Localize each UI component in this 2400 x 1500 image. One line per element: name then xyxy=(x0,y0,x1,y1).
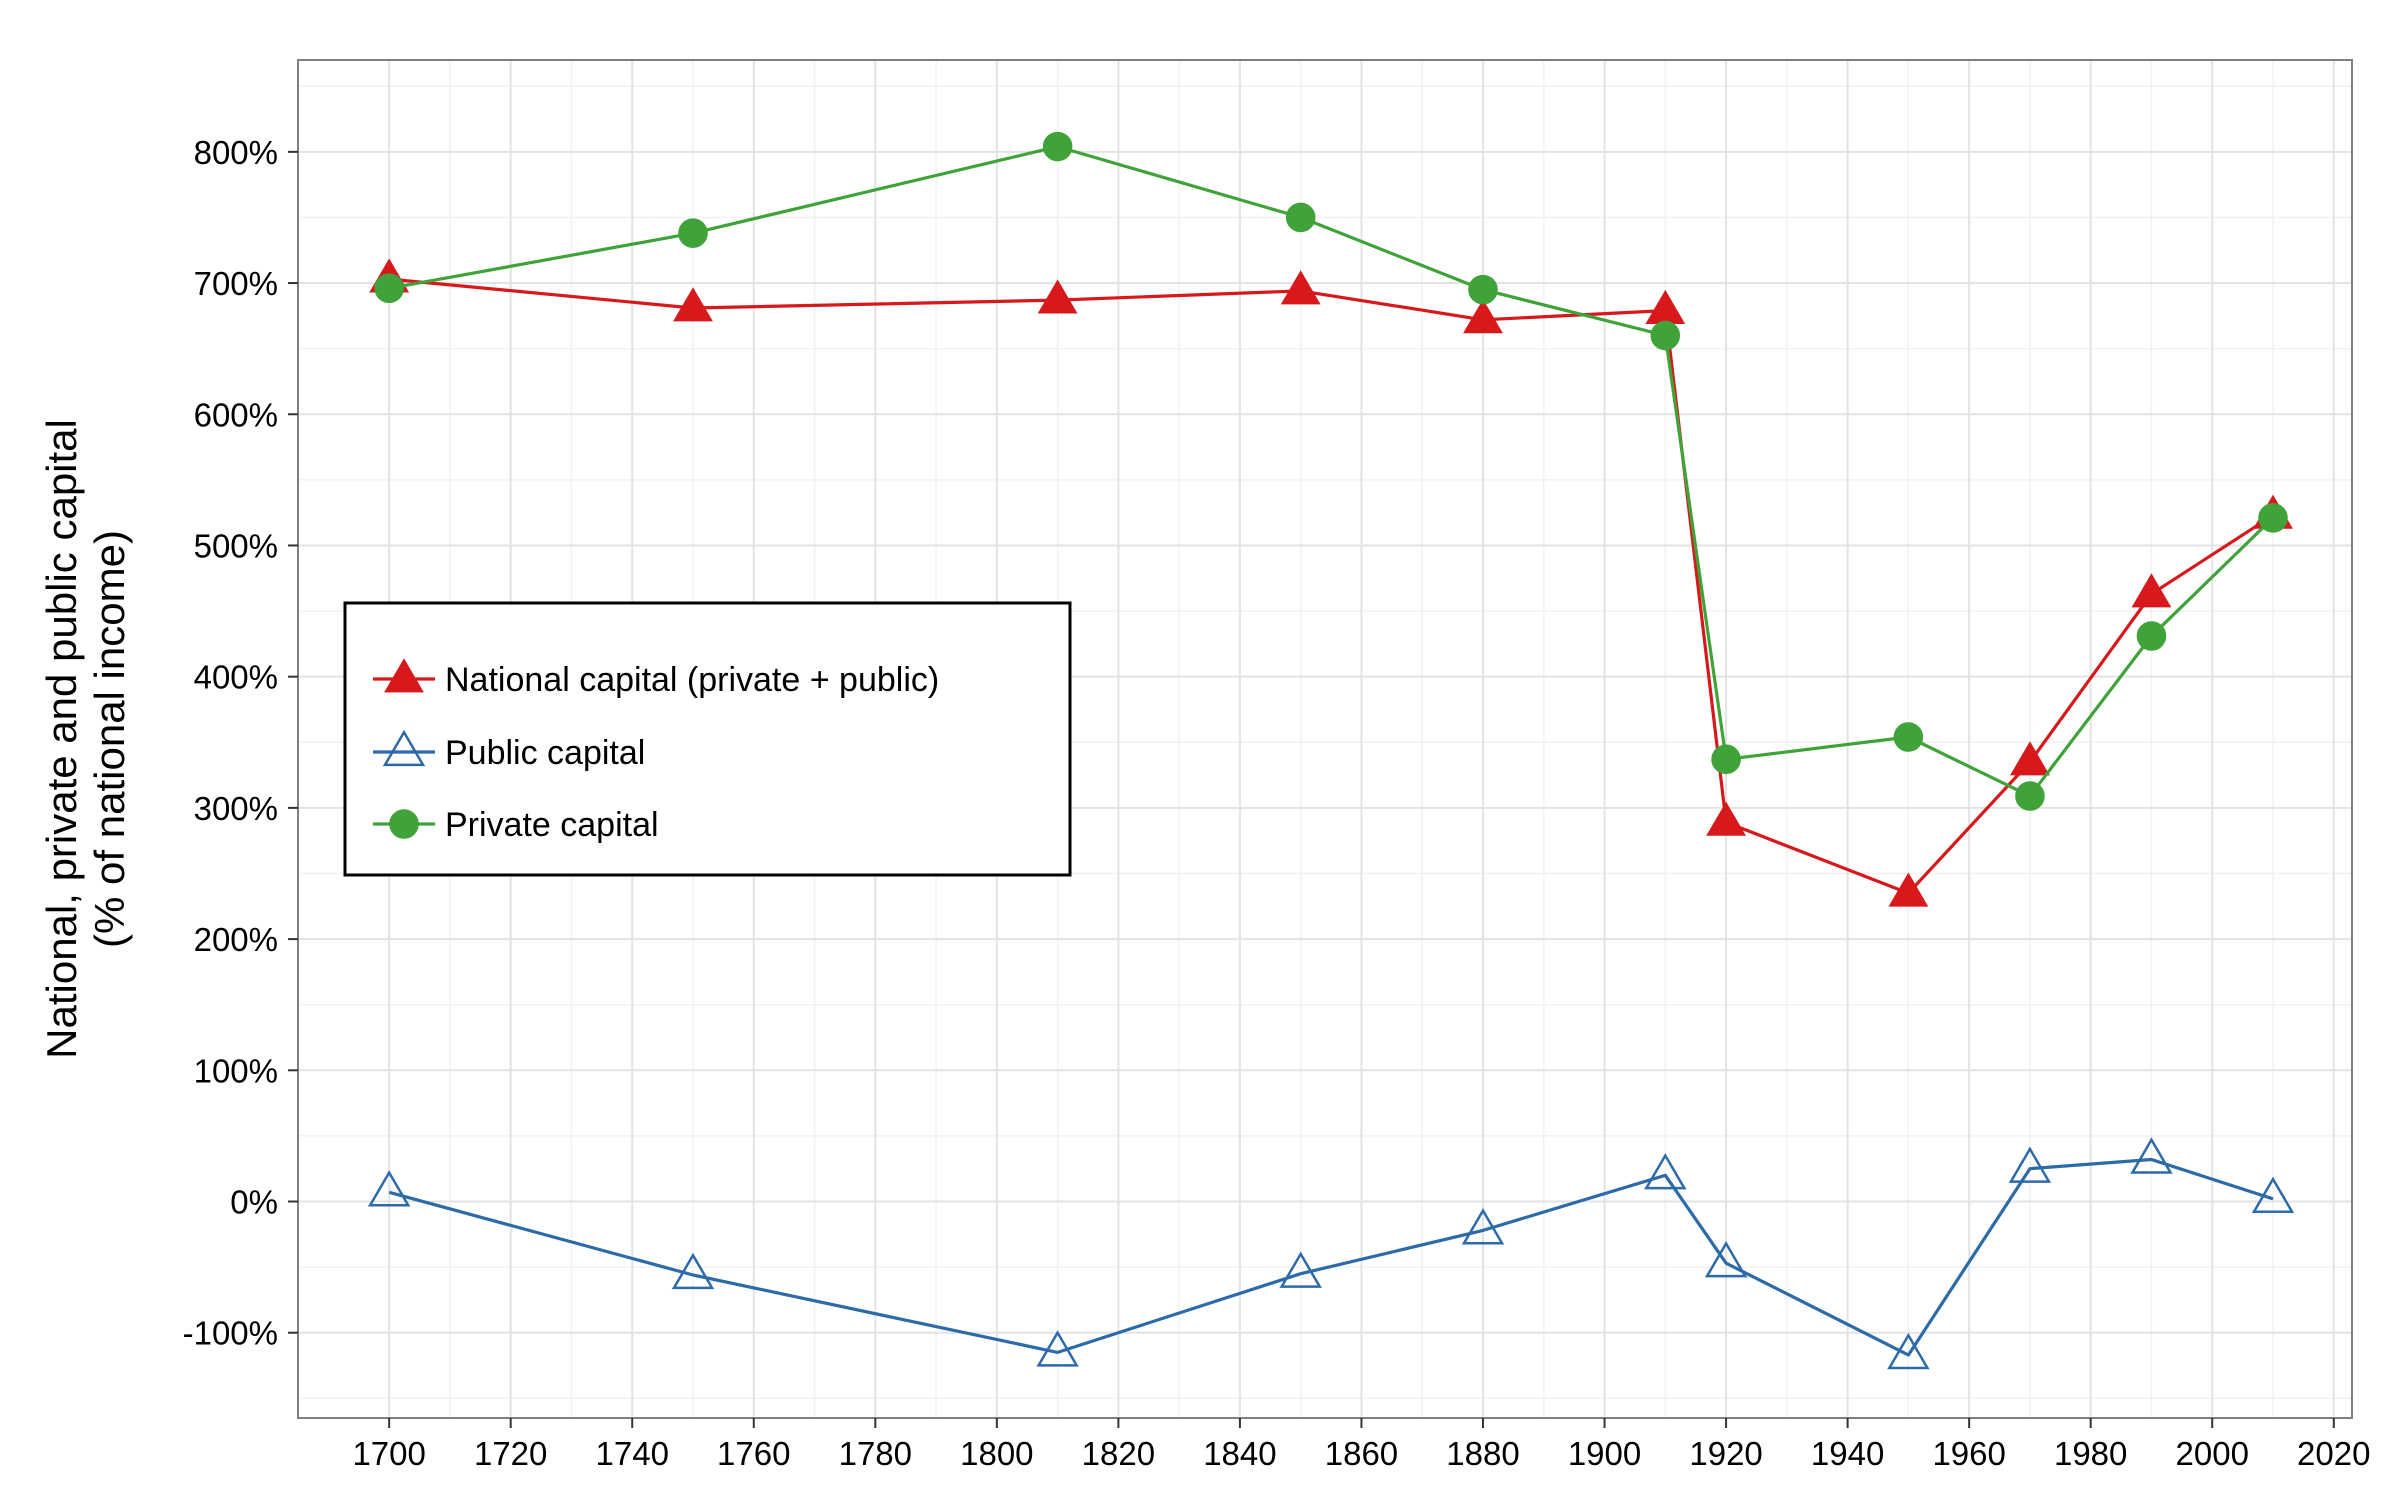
data-point-public xyxy=(2130,1137,2173,1174)
legend-label-private: Private capital xyxy=(445,806,659,844)
x-tick-label: 1920 xyxy=(1689,1435,1762,1472)
legend-box xyxy=(343,601,1072,877)
x-tick-label: 1820 xyxy=(1082,1435,1155,1472)
data-point-private xyxy=(374,273,404,304)
y-tick-label: 0% xyxy=(230,1184,278,1221)
data-point-public xyxy=(1036,1330,1079,1367)
legend: National capital (private + public) Publi… xyxy=(343,601,1072,877)
x-tick-label: 1980 xyxy=(2054,1435,2127,1472)
y-tick-label: 800% xyxy=(194,134,278,171)
x-tick-label: 1700 xyxy=(352,1435,425,1472)
legend-marker-national xyxy=(384,658,424,693)
y-tick-label: -100% xyxy=(183,1315,278,1352)
legend-label-national: National capital (private + public) xyxy=(445,661,939,699)
x-tick-label: 1960 xyxy=(1932,1435,2005,1472)
series-line-public xyxy=(388,1157,2274,1357)
series-public xyxy=(367,1137,2295,1370)
x-tick-label: 1740 xyxy=(596,1435,669,1472)
x-tick-label: 2000 xyxy=(2176,1435,2249,1472)
series-layer xyxy=(367,131,2295,1370)
x-tick-label: 1840 xyxy=(1203,1435,1276,1472)
x-axis-tick-labels: 1700 1720 1740 1760 1780 1800 1820 1840 1860 1880… xyxy=(352,1435,2370,1472)
data-point-private xyxy=(1042,131,1073,162)
y-axis-title-line-2: (% of national income) xyxy=(86,530,133,948)
data-point-national xyxy=(2010,741,2050,776)
data-point-public xyxy=(671,1252,715,1290)
data-point-national xyxy=(1037,279,1078,314)
legend-marker-public xyxy=(382,729,426,767)
data-point-public xyxy=(1461,1208,1505,1245)
x-tick-label: 1780 xyxy=(839,1435,912,1472)
data-point-private xyxy=(1650,320,1681,351)
data-point-public xyxy=(1887,1332,1930,1370)
x-tick-label: 1900 xyxy=(1568,1435,1641,1472)
x-tick-label: 1860 xyxy=(1325,1435,1398,1472)
data-point-national xyxy=(673,287,713,322)
data-point-public xyxy=(2251,1176,2295,1214)
data-point-private xyxy=(1285,202,1316,233)
data-point-public xyxy=(2008,1146,2052,1183)
legend-item-national: National capital (private + public) xyxy=(373,658,939,699)
plot-panel xyxy=(297,59,2353,1419)
y-tick-label: 500% xyxy=(194,527,278,564)
data-point-private xyxy=(1468,274,1498,305)
y-tick-label: 300% xyxy=(194,790,278,827)
x-tick-label: 2020 xyxy=(2297,1435,2370,1472)
y-tick-label: 600% xyxy=(194,396,278,433)
y-axis-title: National, private and public capital (% … xyxy=(38,419,133,1059)
legend-label-public: Public capital xyxy=(445,734,645,772)
legend-marker-private xyxy=(389,809,419,839)
x-tick-label: 1760 xyxy=(717,1435,790,1472)
data-point-private xyxy=(2015,781,2045,811)
data-point-public xyxy=(1279,1251,1322,1288)
y-tick-label: 400% xyxy=(194,659,278,696)
data-point-national xyxy=(1888,872,1929,907)
data-point-private xyxy=(2258,503,2288,533)
y-axis-tick-labels: -100% 0% 100% 200% 300% 400% 500% 600% 700% 800% xyxy=(183,134,278,1352)
data-point-national xyxy=(2131,573,2172,608)
data-point-private xyxy=(2136,621,2167,651)
data-point-national xyxy=(1706,801,1746,836)
data-point-national xyxy=(1645,289,1686,325)
x-tick-label: 1880 xyxy=(1446,1435,1519,1472)
data-point-private xyxy=(1711,744,1741,775)
series-private xyxy=(374,131,2288,811)
data-point-national xyxy=(1280,270,1321,305)
y-tick-label: 700% xyxy=(194,265,278,302)
data-point-public xyxy=(1704,1240,1748,1278)
data-point-private xyxy=(678,218,708,248)
data-point-public xyxy=(1644,1153,1687,1190)
data-point-public xyxy=(367,1170,411,1207)
data-point-private xyxy=(1893,722,1924,752)
x-tick-label: 1800 xyxy=(960,1435,1033,1472)
y-tick-label: 200% xyxy=(194,921,278,958)
axis-ticks xyxy=(288,150,2335,1428)
y-tick-label: 100% xyxy=(194,1052,278,1089)
x-tick-label: 1940 xyxy=(1811,1435,1884,1472)
data-point-national xyxy=(1463,299,1503,334)
y-axis-title-line-1: National, private and public capital xyxy=(38,419,85,1059)
legend-item-public: Public capital xyxy=(373,729,645,772)
x-tick-label: 1720 xyxy=(474,1435,547,1472)
legend-item-private: Private capital xyxy=(373,806,659,844)
